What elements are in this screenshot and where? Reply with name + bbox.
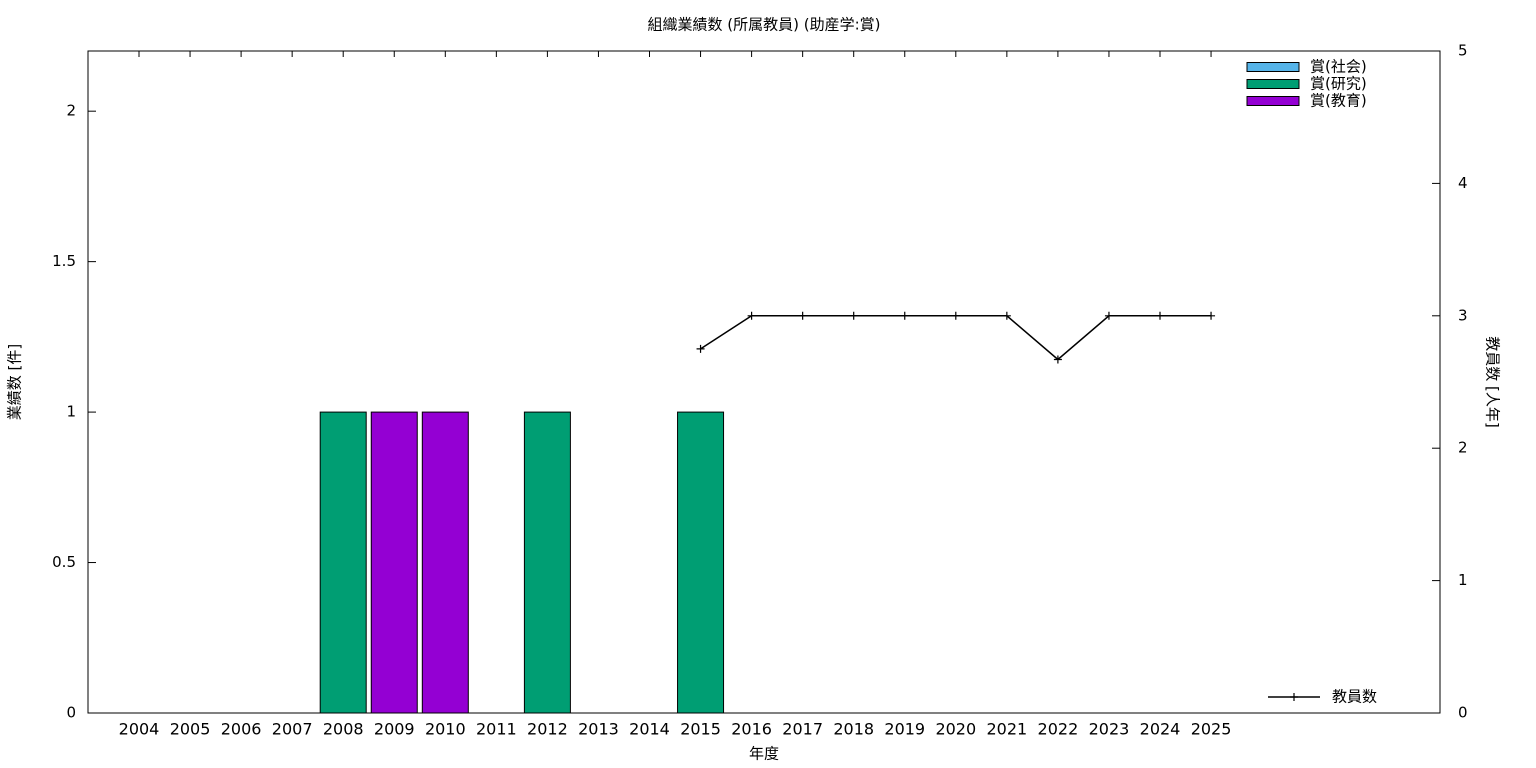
point-marker [849,311,858,320]
legend-label: 賞(教育) [1310,92,1367,110]
x-tick-label: 2007 [272,720,313,739]
legend-label: 賞(社会) [1310,58,1367,76]
x-tick-label: 2004 [119,720,160,739]
y2-tick-label: 3 [1458,306,1468,324]
x-tick-label: 2025 [1191,720,1232,739]
x-tick-label: 2008 [323,720,364,739]
x-tick-label: 2021 [986,720,1027,739]
bar [677,411,725,714]
point-marker [747,311,756,320]
y-tick-label: 0.5 [52,553,76,571]
x-tick-label: 2019 [884,720,925,739]
x-tick-label: 2010 [425,720,466,739]
bar [370,411,418,714]
y2-axis-label: 教員数 [人年] [1484,336,1502,427]
x-tick-label: 2006 [221,720,262,739]
point-marker [1207,311,1216,320]
y-tick-label: 0 [66,704,76,722]
y-tick-label: 1.5 [52,252,76,270]
legend-swatch [1246,96,1300,106]
y-tick-label: 2 [66,102,76,120]
chart-title: 組織業績数 (所属教員) (助産学:賞) [648,16,881,34]
bar [421,411,469,714]
x-tick-label: 2022 [1038,720,1079,739]
point-marker [900,311,909,320]
x-tick-label: 2013 [578,720,619,739]
bar [319,411,367,714]
y2-tick-label: 1 [1458,571,1468,589]
x-tick-label: 2024 [1140,720,1181,739]
point-marker [1156,311,1164,320]
y2-tick-label: 5 [1458,42,1468,60]
y2-tick-label: 0 [1458,704,1468,722]
legend-swatch [1246,62,1300,72]
point-marker [798,311,807,320]
point-marker [1053,355,1062,364]
x-tick-label: 2005 [170,720,211,739]
x-tick-label: 2015 [680,720,721,739]
legend-swatch [1246,79,1300,89]
x-tick-label: 2016 [731,720,772,739]
bar [523,411,571,714]
x-tick-label: 2011 [476,720,517,739]
point-marker [951,311,960,320]
y-tick-label: 1 [66,403,76,421]
y2-tick-label: 2 [1458,439,1468,457]
point-marker [1104,311,1113,320]
y2-tick-label: 4 [1458,174,1468,192]
legend-label: 教員数 [1332,688,1377,706]
x-axis-label: 年度 [749,745,779,763]
x-tick-label: 2014 [629,720,670,739]
plot-frame [87,50,1441,714]
point-marker [696,344,705,353]
legend-label: 賞(研究) [1310,75,1367,93]
x-tick-label: 2009 [374,720,415,739]
legend-marker [1290,693,1298,701]
point-marker [1002,311,1011,320]
y-axis-label: 業績数 [件] [6,344,24,420]
x-tick-label: 2020 [935,720,976,739]
x-tick-label: 2012 [527,720,568,739]
x-tick-label: 2017 [782,720,823,739]
x-tick-label: 2023 [1089,720,1130,739]
line-series [700,315,1212,361]
x-tick-label: 2018 [833,720,874,739]
